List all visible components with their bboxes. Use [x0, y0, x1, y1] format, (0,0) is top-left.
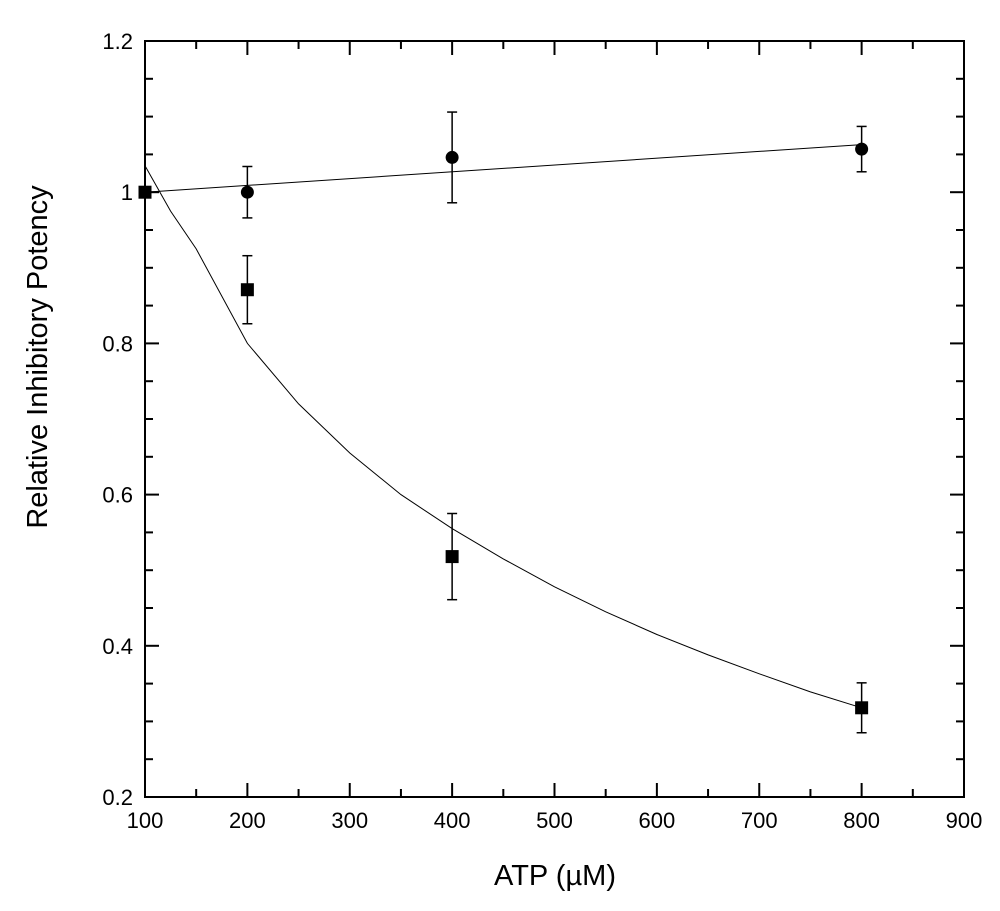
x-tick-label: 100	[127, 808, 164, 833]
data-point-circle	[445, 150, 459, 164]
fit-line-square	[144, 165, 862, 709]
x-tick-label: 300	[331, 808, 368, 833]
y-tick-label: 0.8	[102, 331, 133, 356]
x-axis-title: ATP (µM)	[494, 860, 616, 892]
x-tick-label: 200	[229, 808, 266, 833]
y-axis: 0.2 0.4 0.6 0.8 1 1.2	[102, 29, 964, 810]
y-axis-title: Relative Inhibitory Potency	[22, 185, 54, 529]
x-tick-label: 400	[434, 808, 471, 833]
plot-frame	[144, 40, 965, 798]
y-tick-label: 1.2	[102, 29, 133, 54]
fit-line-circle	[144, 144, 862, 193]
y-tick-label: 1	[121, 180, 133, 205]
x-tick-label: 600	[639, 808, 676, 833]
x-tick-label: 800	[843, 808, 880, 833]
x-axis: 100 200 300 400 500 600 700 800 900	[127, 41, 983, 833]
data-point-square	[445, 550, 459, 564]
data-point-square	[240, 283, 254, 297]
x-tick-label: 500	[536, 808, 573, 833]
data-point-circle	[240, 185, 254, 199]
y-tick-label: 0.4	[102, 634, 133, 659]
x-tick-label: 900	[946, 808, 983, 833]
y-tick-label: 0.2	[102, 785, 133, 810]
x-tick-label: 700	[741, 808, 778, 833]
data-point-circle	[855, 142, 869, 156]
data-point-square	[855, 701, 869, 715]
plot-area	[138, 40, 965, 798]
y-tick-label: 0.6	[102, 483, 133, 508]
